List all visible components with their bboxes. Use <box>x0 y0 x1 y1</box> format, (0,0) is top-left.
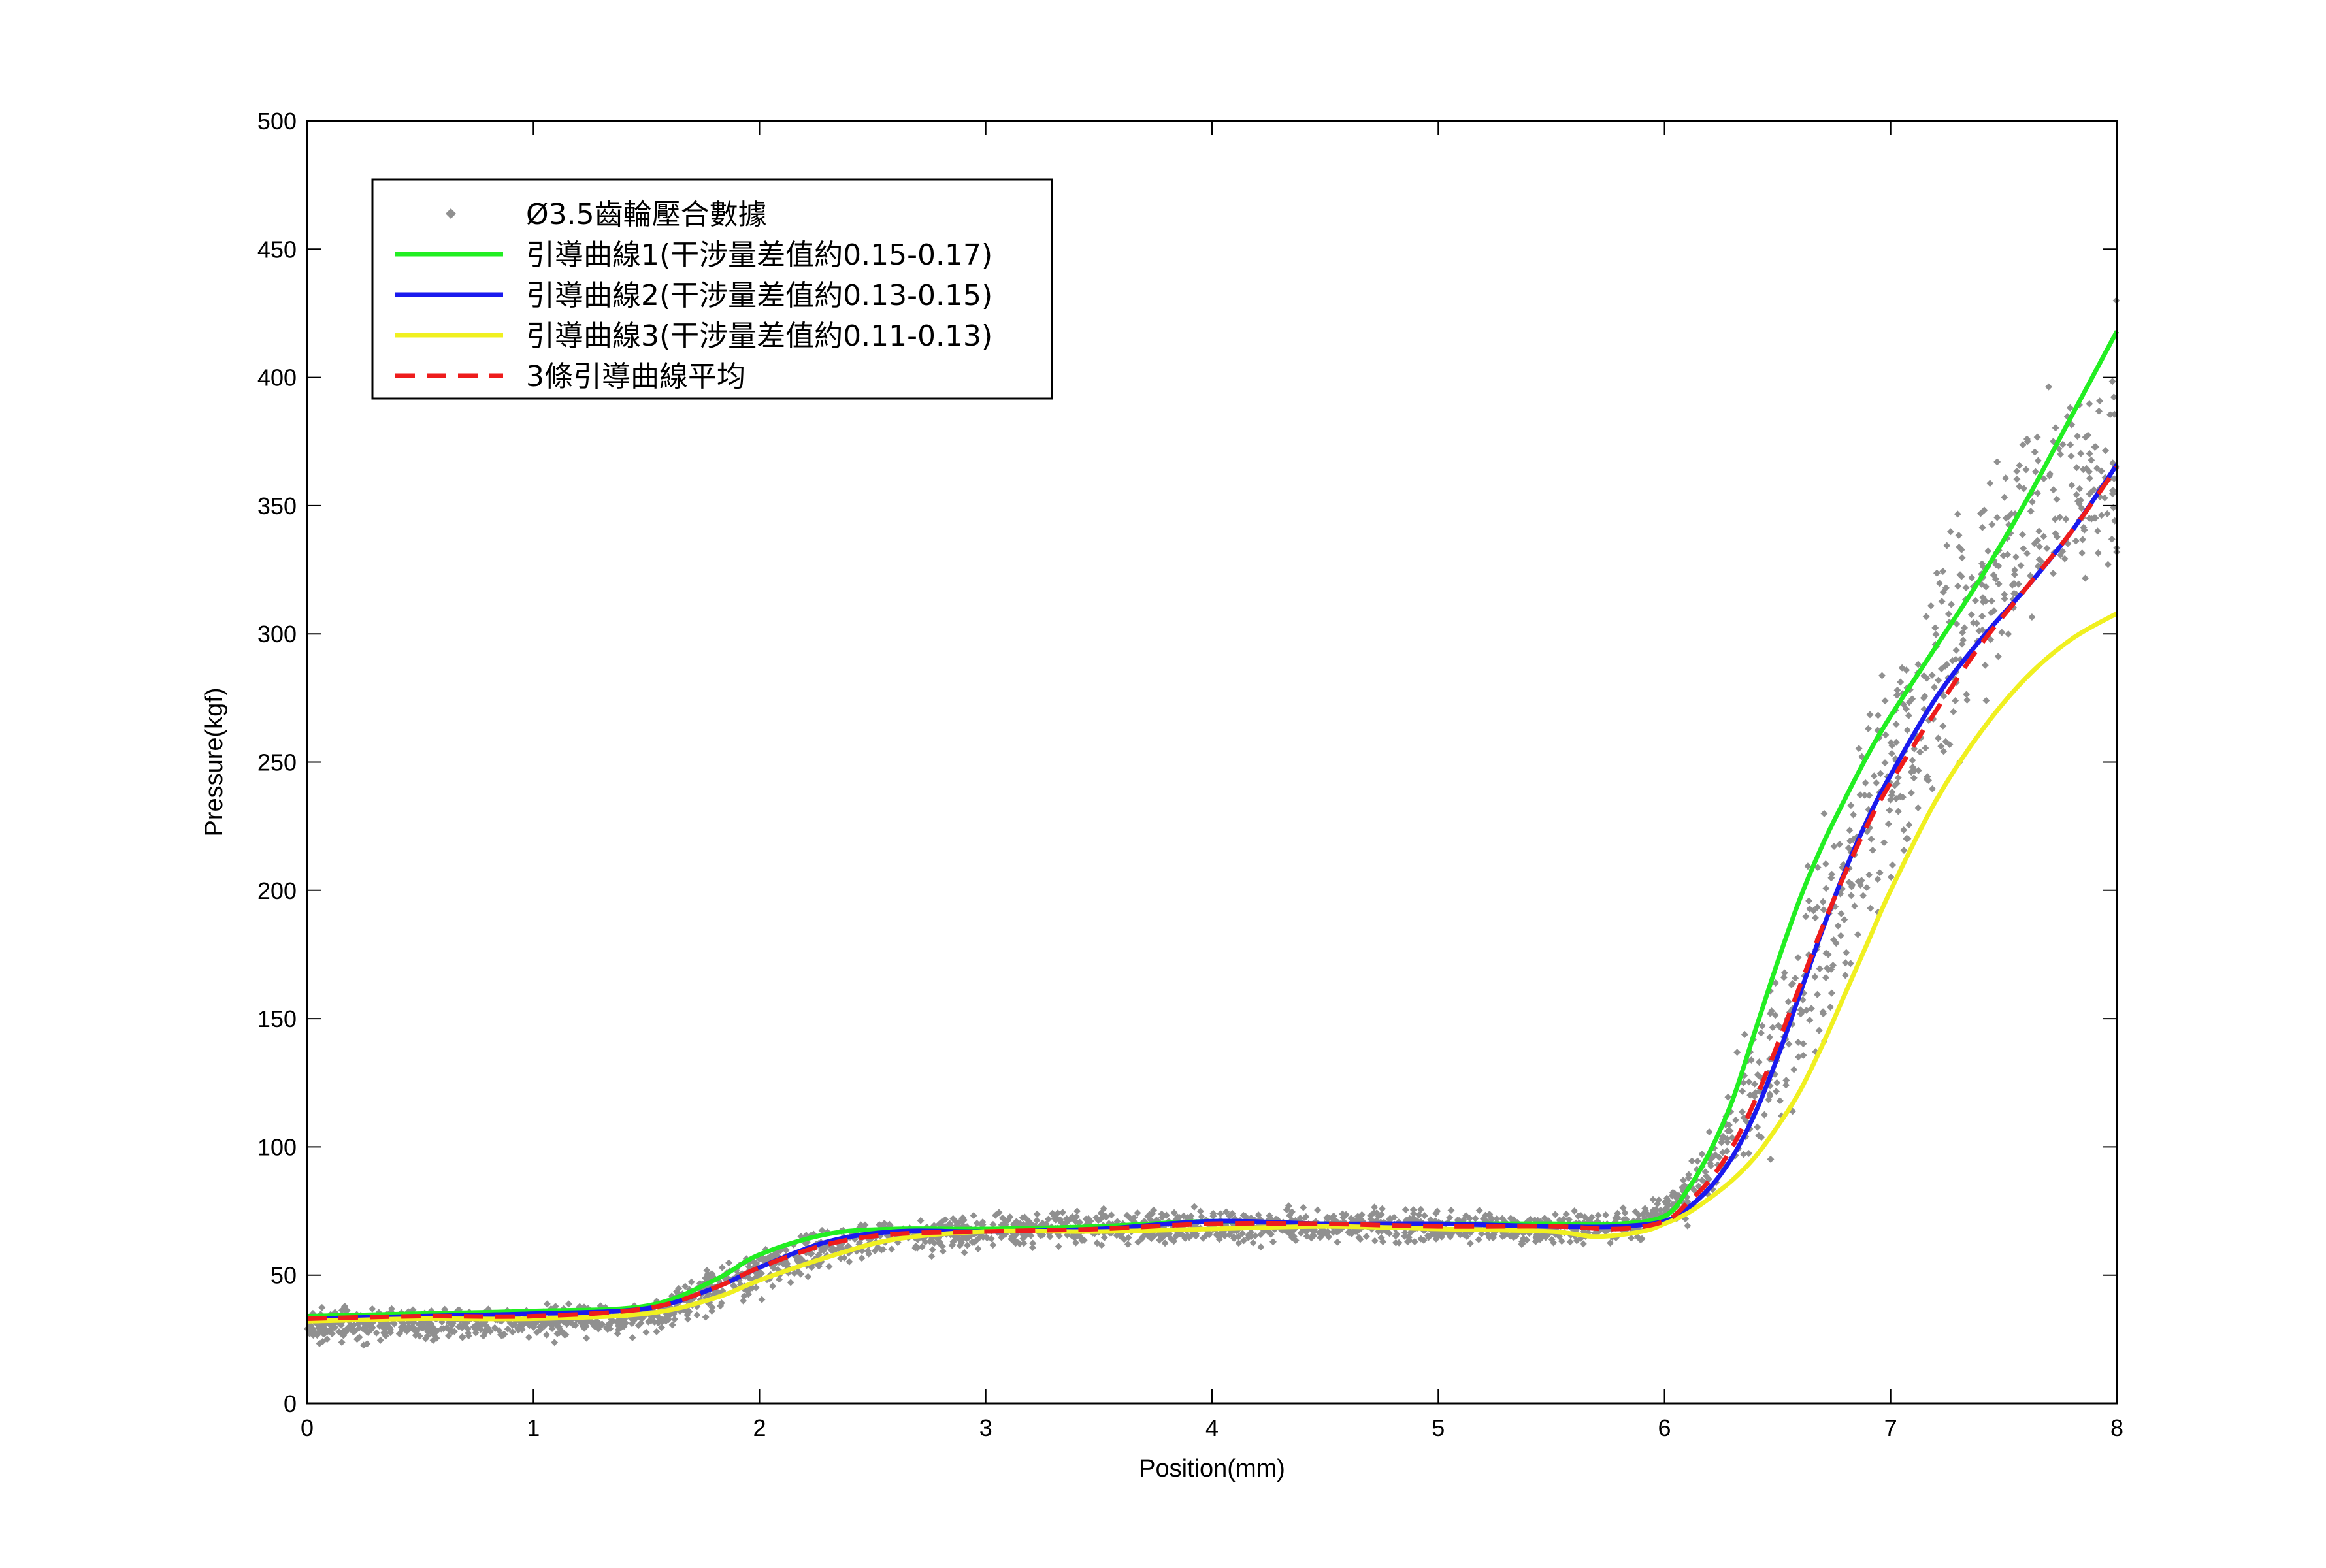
y-tick-label: 350 <box>257 493 297 519</box>
legend-entry-label: 引導曲線3(干涉量差值約0.11-0.13) <box>526 319 992 353</box>
x-tick-label: 3 <box>979 1414 992 1441</box>
axis-ticks: 0 1 2 3 4 5 6 7 8 0 50 100 150 200 250 300 350 400 450 500 <box>257 108 2123 1441</box>
legend-entry-label: 引導曲線1(干涉量差值約0.15-0.17) <box>526 238 992 272</box>
y-tick-label: 400 <box>257 365 297 391</box>
y-axis-label: Pressure(kgf) <box>201 687 228 836</box>
x-axis-label: Position(mm) <box>1139 1455 1285 1482</box>
x-tick-label: 8 <box>2110 1414 2123 1441</box>
guide-lines <box>306 330 2120 1324</box>
x-tick-label: 5 <box>1432 1414 1445 1441</box>
series-line-1 <box>306 330 2120 1319</box>
y-tick-label: 300 <box>257 621 297 647</box>
x-tick-label: 6 <box>1658 1414 1671 1441</box>
x-tick-label: 1 <box>527 1414 540 1441</box>
legend-entry-label: Ø3.5齒輪壓合數據 <box>526 198 767 231</box>
y-tick-label: 50 <box>270 1262 297 1289</box>
y-tick-label: 0 <box>284 1390 297 1417</box>
y-tick-label: 250 <box>257 749 297 776</box>
legend-marker-scatter <box>446 208 456 219</box>
y-tick-label: 200 <box>257 877 297 904</box>
series-line-3 <box>306 611 2118 1324</box>
legend-box <box>371 178 1053 400</box>
series-line-4 <box>306 465 2119 1321</box>
y-tick-label: 500 <box>257 108 297 135</box>
y-tick-label: 450 <box>257 236 297 263</box>
x-tick-label: 2 <box>753 1414 766 1441</box>
legend-entry-label: 3條引導曲線平均 <box>526 360 745 393</box>
y-tick-label: 150 <box>257 1005 297 1032</box>
x-tick-label: 4 <box>1205 1414 1219 1441</box>
legend-entry-label: 引導曲線2(干涉量差值約0.13-0.15) <box>526 279 992 312</box>
y-tick-label: 100 <box>257 1134 297 1160</box>
x-tick-label: 7 <box>1884 1414 1897 1441</box>
x-tick-label: 0 <box>301 1414 314 1441</box>
